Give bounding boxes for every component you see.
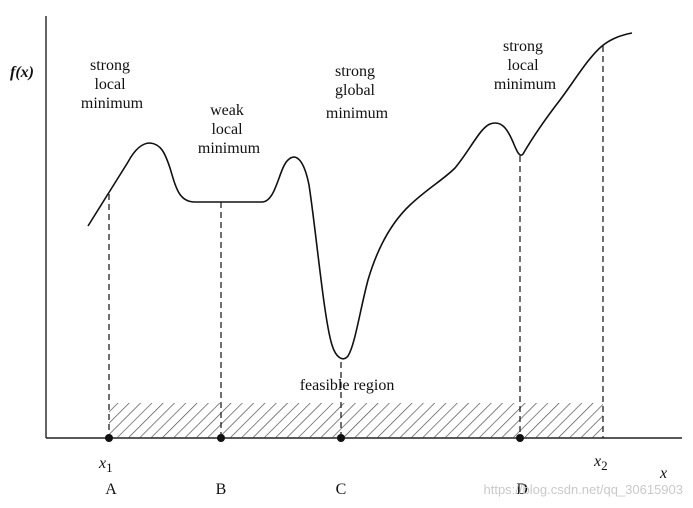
point-a-marker xyxy=(105,434,113,442)
point-d-marker xyxy=(516,434,524,442)
x1-label: x1 xyxy=(98,455,113,475)
annotation-strong-local-right: strong local minimum xyxy=(494,38,557,93)
point-b-marker xyxy=(217,434,225,442)
point-a-label: A xyxy=(105,481,117,498)
annotation-strong-global: strong global minimum xyxy=(326,63,389,122)
point-c-marker xyxy=(337,434,345,442)
annotation-strong-local-left: strong local minimum xyxy=(81,57,144,112)
feasible-region-label: feasible region xyxy=(300,377,395,394)
x2-label: x2 xyxy=(593,453,608,473)
watermark: https://blog.csdn.net/qq_30615903 xyxy=(484,482,684,497)
point-c-label: C xyxy=(336,481,347,498)
point-d-label: D xyxy=(516,481,528,498)
point-b-label: B xyxy=(216,481,227,498)
feasible-region-hatch xyxy=(109,403,603,438)
function-curve xyxy=(87,32,633,360)
y-axis-label: f(x) xyxy=(10,64,34,81)
x-axis-label: x xyxy=(659,465,667,482)
annotation-weak-local: weak local minimum xyxy=(198,102,261,157)
